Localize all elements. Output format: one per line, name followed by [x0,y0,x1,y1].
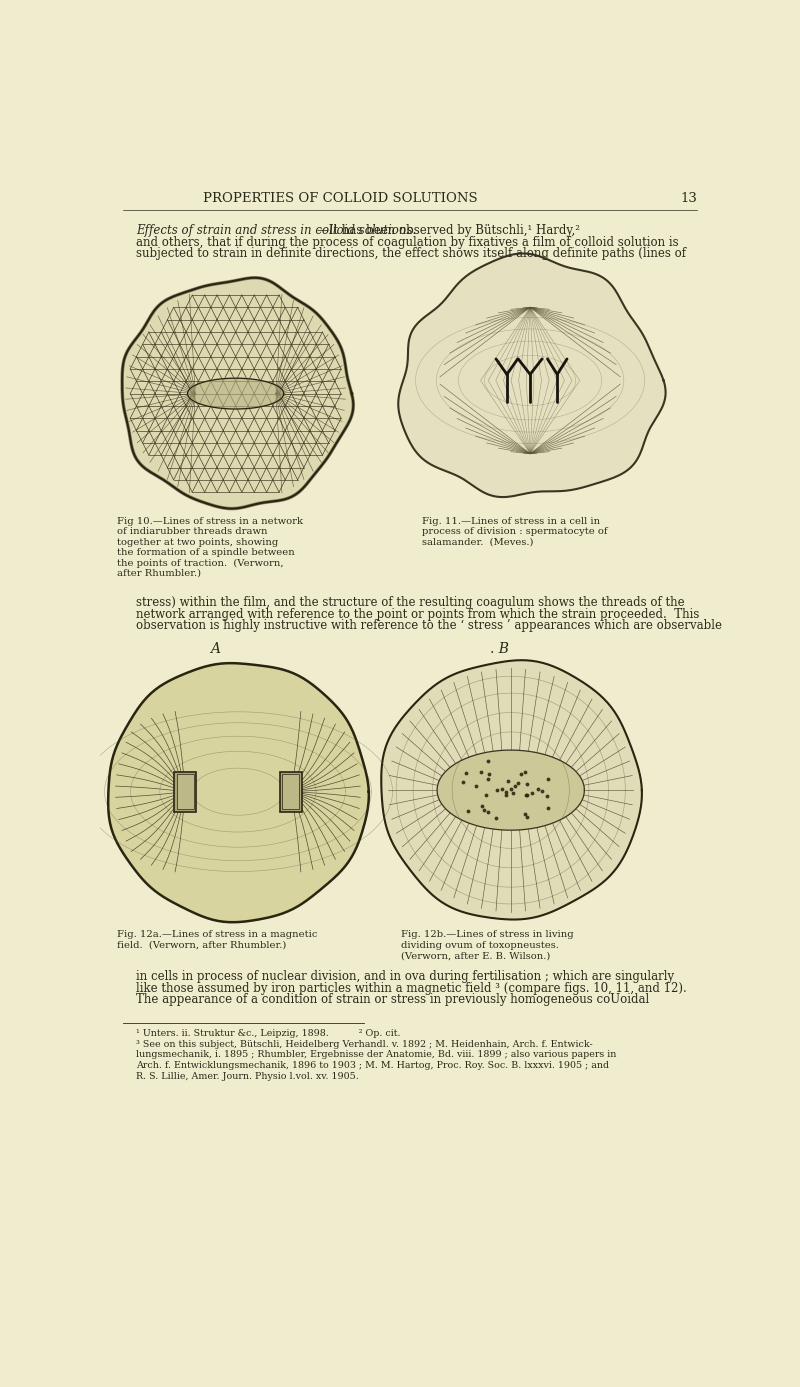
Text: lungsmechanik, i. 1895 ; Rhumbler, Ergebnisse der Anatomie, Bd. viii. 1899 ; als: lungsmechanik, i. 1895 ; Rhumbler, Ergeb… [137,1050,617,1060]
Text: The appearance of a condition of strain or stress in previously homogeneous coUo: The appearance of a condition of strain … [137,993,650,1007]
Bar [280,771,302,811]
Polygon shape [122,277,354,509]
Text: stress) within the film, and the structure of the resulting coagulum shows the t: stress) within the film, and the structu… [137,596,685,609]
Polygon shape [108,663,369,922]
Text: . B: . B [490,642,509,656]
Text: Fig 10.—Lines of stress in a network
of indiarubber threads drawn
together at tw: Fig 10.—Lines of stress in a network of … [117,517,303,578]
Text: Fig. 11.—Lines of stress in a cell in
process of division : spermatocyte of
sala: Fig. 11.—Lines of stress in a cell in pr… [422,517,607,546]
Polygon shape [382,660,642,920]
Text: subjected to strain in definite directions, the effect shows itself along defini: subjected to strain in definite directio… [137,247,686,261]
Bar [177,774,194,810]
Text: like those assumed by iron particles within a magnetic field ³ (compare figs. 10: like those assumed by iron particles wit… [137,982,687,994]
Text: Fig. 12b.—Lines of stress in living
dividing ovum of toxopneustes.
(Verworn, aft: Fig. 12b.—Lines of stress in living divi… [401,931,574,960]
Text: Effects of strain and stress in colloid solutions.: Effects of strain and stress in colloid … [137,225,417,237]
Text: PROPERTIES OF COLLOID SOLUTIONS: PROPERTIES OF COLLOID SOLUTIONS [203,193,478,205]
Text: observation is highly instructive with reference to the ‘ stress ’ appearances w: observation is highly instructive with r… [137,619,722,632]
Bar [174,771,196,811]
Text: A: A [210,642,220,656]
Text: R. S. Lillie, Amer. Journ. Physio l.vol. xv. 1905.: R. S. Lillie, Amer. Journ. Physio l.vol.… [137,1072,359,1080]
Text: 13: 13 [681,193,698,205]
Text: and others, that if during the process of coagulation by fixatives a film of col: and others, that if during the process o… [137,236,679,248]
Bar [282,774,299,810]
Polygon shape [437,750,584,831]
Polygon shape [108,663,369,922]
Text: Arch. f. Entwicklungsmechanik, 1896 to 1903 ; M. M. Hartog, Proc. Roy. Soc. B. l: Arch. f. Entwicklungsmechanik, 1896 to 1… [137,1061,610,1071]
Polygon shape [187,379,284,409]
Text: Fig. 12a.—Lines of stress in a magnetic
field.  (Verworn, after Rhumbler.): Fig. 12a.—Lines of stress in a magnetic … [117,931,318,950]
Text: ³ See on this subject, Bütschli, Heidelberg Verhandl. v. 1892 ; M. Heidenhain, A: ³ See on this subject, Bütschli, Heidelb… [137,1040,593,1049]
Text: network arranged with reference to the point or points from which the strain pro: network arranged with reference to the p… [137,608,700,620]
Text: —It has been observed by Bütschli,¹ Hardy,²: —It has been observed by Bütschli,¹ Hard… [317,225,580,237]
Text: ¹ Unters. ii. Struktur &c., Leipzig, 1898.          ² Op. cit.: ¹ Unters. ii. Struktur &c., Leipzig, 189… [137,1029,401,1037]
Polygon shape [398,254,666,497]
Text: in cells in process of nuclear division, and in ova during fertilisation ; which: in cells in process of nuclear division,… [137,971,674,983]
